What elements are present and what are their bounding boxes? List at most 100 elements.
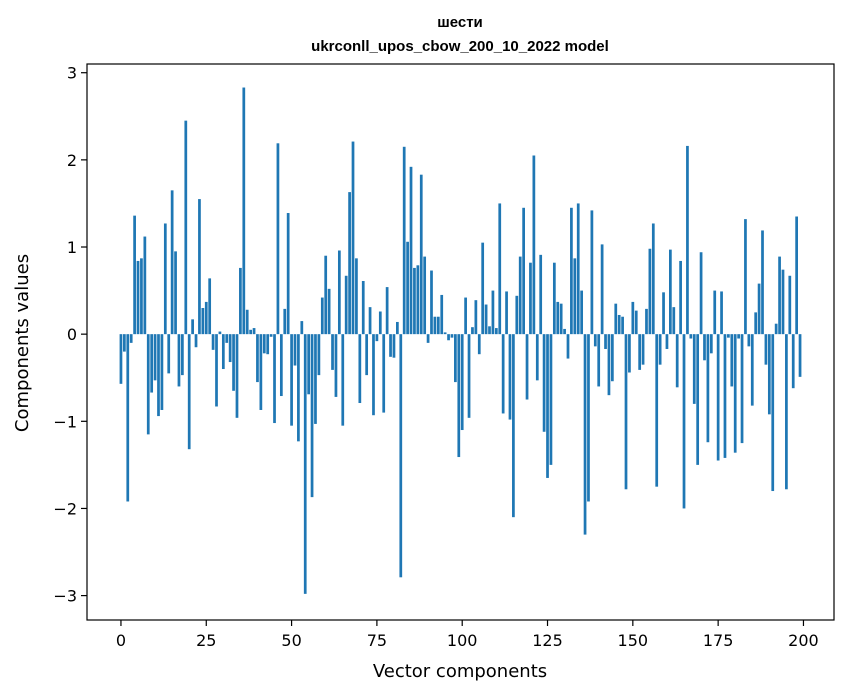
bar-46 (276, 143, 280, 335)
bar-26 (208, 278, 212, 335)
bar-144 (610, 334, 614, 382)
bar-97 (450, 334, 454, 338)
bar-126 (549, 334, 553, 465)
x-tick-label: 150 (618, 631, 649, 650)
bar-75 (375, 334, 379, 342)
bar-76 (378, 311, 382, 335)
bar-106 (481, 242, 485, 335)
bar-115 (512, 334, 515, 518)
bar-38 (249, 329, 252, 335)
bar-61 (327, 288, 331, 335)
chart-subtitle: ukrconll_upos_cbow_200_10_2022 model (311, 38, 609, 55)
bar-167 (689, 334, 693, 339)
bar-59 (320, 297, 324, 335)
bar-70 (358, 334, 362, 404)
bar-194 (781, 269, 785, 335)
bar-160 (665, 334, 669, 349)
y-tick-label: 2 (67, 151, 77, 170)
bar-162 (672, 307, 676, 335)
bar-12 (160, 334, 164, 410)
bar-57 (314, 334, 317, 424)
bar-67 (348, 192, 351, 335)
x-tick-label: 125 (532, 631, 563, 650)
bar-85 (409, 166, 413, 335)
bar-69 (355, 258, 358, 335)
bar-170 (699, 252, 703, 335)
bar-193 (778, 256, 781, 335)
bar-78 (385, 287, 389, 335)
x-tick-label: 175 (703, 631, 734, 650)
bar-174 (713, 290, 717, 335)
bar-47 (279, 334, 283, 397)
bar-116 (515, 295, 519, 335)
bar-73 (368, 307, 372, 335)
bar-91 (430, 270, 433, 335)
bar-35 (239, 267, 242, 335)
bar-184 (747, 334, 751, 347)
bar-125 (546, 334, 549, 478)
bar-121 (532, 155, 536, 335)
bar-74 (372, 334, 375, 416)
bar-32 (228, 334, 232, 363)
bar-161 (669, 249, 672, 335)
bar-31 (225, 334, 229, 343)
bar-0 (119, 334, 123, 384)
bar-96 (447, 334, 450, 341)
bar-133 (573, 258, 577, 335)
plot-area-frame (86, 63, 835, 621)
x-tick-label: 100 (447, 631, 478, 650)
bar-5 (136, 260, 140, 335)
y-tick-label: 3 (67, 64, 77, 83)
bar-130 (563, 328, 566, 335)
bar-129 (559, 303, 563, 335)
bar-100 (460, 334, 464, 431)
bar-1 (123, 334, 126, 352)
bar-114 (508, 334, 512, 420)
bar-153 (641, 334, 645, 365)
bar-119 (525, 334, 529, 400)
bar-21 (191, 319, 194, 335)
bar-122 (535, 334, 539, 381)
bar-138 (590, 210, 594, 335)
bar-68 (351, 141, 355, 335)
bar-16 (174, 251, 177, 335)
bar-112 (501, 334, 505, 414)
bar-71 (361, 281, 365, 335)
bar-83 (402, 146, 406, 335)
bar-145 (614, 303, 618, 335)
bar-107 (484, 304, 488, 335)
bar-48 (283, 308, 287, 335)
bar-197 (791, 334, 795, 389)
bar-79 (389, 334, 392, 357)
bar-141 (600, 244, 604, 335)
bar-15 (170, 190, 174, 335)
bar-2 (126, 334, 130, 502)
bar-118 (522, 207, 525, 335)
x-tick-label: 200 (788, 631, 819, 650)
bar-84 (406, 241, 409, 335)
bar-19 (184, 120, 188, 335)
bar-13 (163, 223, 167, 335)
bar-103 (471, 327, 474, 335)
x-ticks-group: 0 25 50 75 100 125 150 175 200 (116, 620, 819, 650)
bar-50 (290, 334, 293, 426)
bar-6 (140, 258, 143, 335)
bar-93 (436, 316, 440, 335)
bar-191 (771, 334, 775, 492)
bar-123 (539, 254, 543, 335)
bar-139 (593, 334, 597, 347)
bar-24 (201, 308, 205, 335)
bar-152 (638, 334, 642, 370)
bar-148 (624, 334, 628, 490)
bar-43 (266, 334, 270, 355)
bar-183 (744, 219, 747, 335)
bar-40 (256, 334, 259, 383)
bar-155 (648, 248, 652, 335)
bar-150 (631, 301, 635, 335)
bar-14 (167, 334, 171, 374)
bar-36 (242, 87, 246, 335)
bar-176 (720, 291, 723, 335)
bar-104 (474, 300, 478, 335)
